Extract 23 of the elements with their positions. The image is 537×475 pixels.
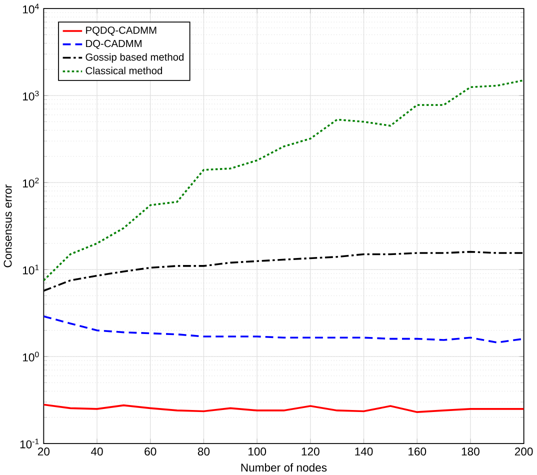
x-tick-label: 20 [38, 447, 50, 456]
legend-label: Gossip based method [86, 53, 184, 63]
y-tick-label: 10$^{0}$ [23, 352, 39, 362]
x-tick-label: 100 [248, 447, 266, 456]
y-tick-label: 10$^{1}$ [23, 264, 39, 274]
y-tick-label: 10$^{-1}$ [20, 438, 39, 448]
x-tick-label: 40 [91, 447, 103, 456]
y-tick-label: 10$^{3}$ [23, 90, 39, 100]
legend-label: PQDQ-CADMM [86, 26, 156, 36]
x-tick-label: 140 [355, 447, 373, 456]
legend-label: Classical method [86, 66, 162, 74]
y-axis-title: Consensus error [4, 184, 12, 268]
x-tick-label: 80 [198, 447, 210, 456]
x-tick-label: 160 [408, 447, 426, 456]
x-axis-title: Number of nodes [241, 463, 327, 472]
x-tick-label: 60 [144, 447, 156, 456]
legend-label: DQ-CADMM [86, 40, 142, 49]
x-tick-label: 180 [462, 447, 480, 456]
x-tick-label: 200 [514, 447, 533, 456]
line-series [44, 79, 524, 282]
x-tick-label: 120 [302, 447, 320, 456]
y-tick-label: 10$^{2}$ [23, 178, 39, 188]
y-tick-label: 10$^{4}$ [23, 4, 39, 14]
